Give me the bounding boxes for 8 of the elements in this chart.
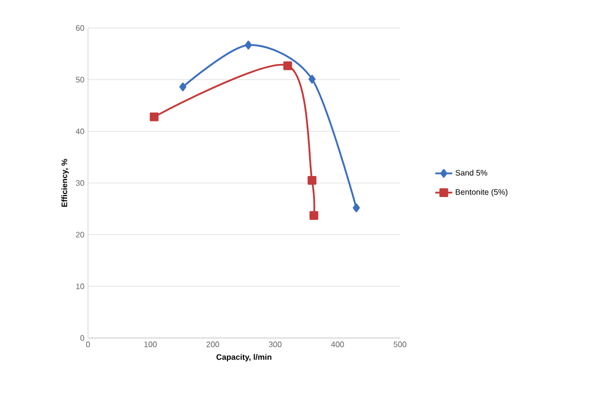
point [310,211,318,220]
point [244,40,252,50]
point [352,203,360,212]
point [283,61,292,70]
point [308,176,316,185]
point [308,74,316,84]
point [179,82,186,92]
point [150,112,159,122]
